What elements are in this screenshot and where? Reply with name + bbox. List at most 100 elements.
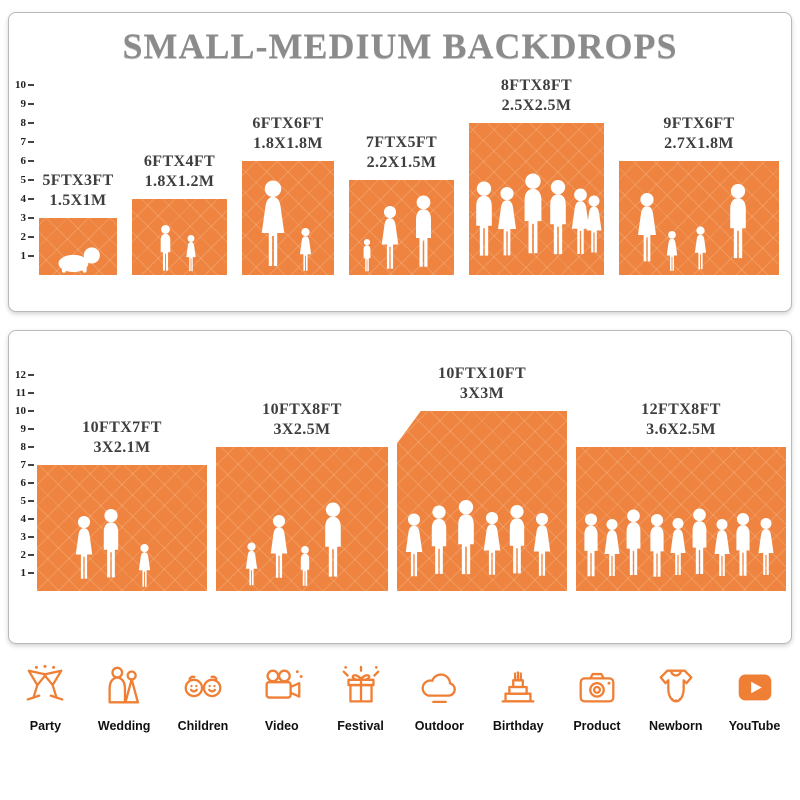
walking-family-silhouette — [245, 502, 341, 586]
category-label: YouTube — [728, 719, 781, 733]
ruler-tick-3: 3 — [11, 531, 34, 543]
category-youtube: YouTube — [718, 664, 792, 733]
category-wedding: Wedding — [87, 664, 161, 733]
backdrop-size-label: 6FTX6FT 1.8X1.8M — [252, 115, 324, 152]
backdrop-size-label: 5FTX3FT 1.5X1M — [42, 172, 114, 209]
backdrop-size-label: 8FTX8FT 2.5X2.5M — [500, 77, 573, 114]
ruler-tick-10: 10 — [11, 405, 34, 417]
large-panel: 1 2 3 4 5 6 7 8 9 10 11 12 10FTX7FT 3X2.1M 10F — [8, 330, 792, 644]
ruler-tick-6: 6 — [11, 477, 34, 489]
category-label: Children — [177, 719, 229, 733]
family-four-silhouette — [638, 184, 746, 271]
ruler-tick-2: 2 — [11, 549, 34, 561]
backdrop-rect — [242, 161, 334, 275]
category-label: Outdoor — [414, 719, 465, 733]
ruler-tick-7: 7 — [11, 136, 34, 148]
category-label: Newborn — [649, 719, 703, 733]
backdrop-rect — [469, 123, 604, 275]
newborn-icon — [659, 669, 693, 703]
ruler-tick-5: 5 — [11, 495, 34, 507]
category-label: Birthday — [492, 719, 544, 733]
backdrop-item-8ftx8ft: 8FTX8FT 2.5X2.5M — [469, 76, 604, 275]
backdrop-size-label: 7FTX5FT 2.2X1.5M — [365, 134, 438, 171]
youtube-icon — [738, 674, 771, 701]
backdrop-item-9ftx6ft: 9FTX6FT 2.7X1.8M — [619, 114, 779, 275]
category-label: Video — [264, 719, 299, 733]
ruler-tick-5: 5 — [11, 174, 34, 186]
ruler-tick-2: 2 — [11, 231, 34, 243]
backdrop-item-6ftx6ft: 6FTX6FT 1.8X1.8M — [242, 114, 334, 275]
category-newborn: Newborn — [639, 664, 713, 733]
backdrop-item-6ftx4ft: 6FTX4FT 1.8X1.2M — [132, 152, 227, 275]
category-label: Product — [573, 719, 621, 733]
height-ruler: 1 2 3 4 5 6 7 8 9 10 — [11, 75, 41, 275]
backdrop-size-label: 10FTX8FT 3X2.5M — [262, 401, 342, 438]
height-ruler: 1 2 3 4 5 6 7 8 9 10 11 12 — [11, 365, 41, 591]
mother-and-child-silhouette — [261, 180, 312, 271]
small-medium-panel: SMALL-MEDIUM BACKDROPS 1 2 3 4 5 6 7 8 9 10 5FTX3… — [8, 12, 792, 312]
backdrop-size-label: 10FTX7FT 3X2.1M — [82, 419, 162, 456]
ruler-tick-4: 4 — [11, 193, 34, 205]
family-three-silhouette — [363, 195, 431, 272]
outdoor-icon — [421, 673, 457, 704]
ruler-tick-7: 7 — [11, 459, 34, 471]
category-label: Festival — [337, 719, 384, 733]
backdrop-size-label: 12FTX8FT 3.6X2.5M — [641, 401, 721, 438]
group-silhouette — [476, 173, 602, 256]
video-icon — [265, 669, 303, 699]
category-label: Party — [29, 719, 62, 733]
ruler-tick-9: 9 — [11, 98, 34, 110]
category-party: Party — [8, 664, 82, 733]
group-silhouette — [405, 500, 551, 577]
backdrop-item-12ftx8ft: 12FTX8FT 3.6X2.5M — [576, 400, 786, 591]
backdrop-rect — [132, 199, 227, 275]
ruler-tick-6: 6 — [11, 155, 34, 167]
backdrop-bars-row: 10FTX7FT 3X2.1M 10FTX8FT 3X2.5M — [37, 364, 786, 591]
ruler-tick-8: 8 — [11, 441, 34, 453]
backdrop-item-10ftx8ft: 10FTX8FT 3X2.5M — [216, 400, 388, 591]
category-outdoor: Outdoor — [402, 664, 476, 733]
category-birthday: Birthday — [481, 664, 555, 733]
ruler-tick-9: 9 — [11, 423, 34, 435]
backdrop-item-10ftx10ft: 10FTX10FT 3X3M — [397, 364, 567, 591]
party-icon — [26, 664, 64, 701]
backdrop-size-label: 9FTX6FT 2.7X1.8M — [663, 115, 735, 152]
ruler-tick-10: 10 — [11, 79, 34, 91]
backdrop-rect — [39, 218, 117, 275]
category-label: Wedding — [97, 719, 151, 733]
backdrop-rect — [619, 161, 779, 275]
category-video: Video — [245, 664, 319, 733]
backdrop-rect — [576, 447, 786, 591]
backdrop-item-7ftx5ft: 7FTX5FT 2.2X1.5M — [349, 133, 454, 275]
festival-icon — [342, 665, 379, 703]
ruler-tick-1: 1 — [11, 567, 34, 579]
category-children: Children — [166, 664, 240, 733]
category-festival: Festival — [324, 664, 398, 733]
product-icon — [579, 672, 615, 703]
backdrop-rect — [37, 465, 207, 591]
backdrop-item-5ftx3ft: 5FTX3FT 1.5X1M — [39, 171, 117, 275]
category-row: Party Wedding Children — [6, 664, 794, 733]
crowd-silhouette — [584, 508, 774, 577]
backdrop-bars-row: 5FTX3FT 1.5X1M 6FTX4FT 1.8X1.2M — [39, 76, 779, 275]
page-title: SMALL-MEDIUM BACKDROPS — [122, 26, 678, 66]
ruler-tick-12: 12 — [11, 369, 34, 381]
two-children-silhouette — [160, 225, 196, 272]
wedding-icon — [108, 666, 140, 704]
crawling-baby-silhouette — [58, 247, 100, 273]
ruler-tick-8: 8 — [11, 117, 34, 129]
children-icon — [184, 675, 222, 698]
ruler-tick-4: 4 — [11, 513, 34, 525]
ruler-tick-3: 3 — [11, 212, 34, 224]
backdrop-rect — [349, 180, 454, 275]
category-product: Product — [560, 664, 634, 733]
backdrop-rect — [397, 411, 567, 591]
family-three-silhouette — [75, 509, 151, 587]
backdrop-item-10ftx7ft: 10FTX7FT 3X2.1M — [37, 418, 207, 591]
backdrop-size-label: 10FTX10FT 3X3M — [437, 365, 527, 402]
backdrop-size-label: 6FTX4FT 1.8X1.2M — [143, 153, 216, 190]
birthday-icon — [501, 671, 535, 703]
ruler-tick-11: 11 — [11, 387, 34, 399]
backdrop-rect — [216, 447, 388, 591]
